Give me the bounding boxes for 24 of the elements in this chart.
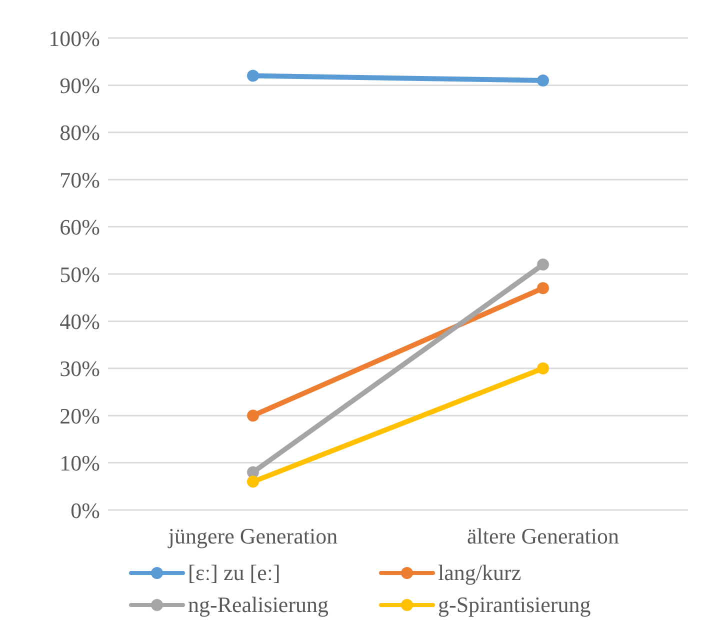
x-tick-label: jüngere Generation bbox=[167, 524, 338, 549]
y-tick-label: 50% bbox=[60, 262, 100, 287]
legend-label: lang/kurz bbox=[438, 560, 522, 586]
x-tick-label: ältere Generation bbox=[466, 524, 620, 549]
point bbox=[537, 74, 549, 86]
y-tick-label: 30% bbox=[60, 356, 100, 382]
point bbox=[247, 476, 259, 488]
y-tick-label: 70% bbox=[60, 167, 100, 192]
point bbox=[247, 70, 259, 82]
legend-label: g-Spirantisierung bbox=[438, 592, 591, 618]
y-tick-label: 10% bbox=[60, 450, 100, 476]
y-tick-label: 100% bbox=[48, 26, 100, 51]
y-tick-label: 40% bbox=[60, 309, 100, 334]
y-tick-label: 90% bbox=[60, 73, 100, 98]
y-tick-label: 20% bbox=[60, 403, 100, 428]
y-tick-label: 80% bbox=[60, 120, 100, 146]
point bbox=[537, 282, 549, 294]
y-tick-label: 60% bbox=[60, 214, 100, 240]
point bbox=[537, 362, 549, 374]
legend-label: ng-Realisierung bbox=[188, 592, 329, 618]
legend-label: [ɛː] zu [eː] bbox=[188, 560, 280, 586]
y-tick-label: 0% bbox=[70, 498, 100, 523]
point bbox=[537, 258, 549, 271]
point bbox=[247, 410, 259, 422]
